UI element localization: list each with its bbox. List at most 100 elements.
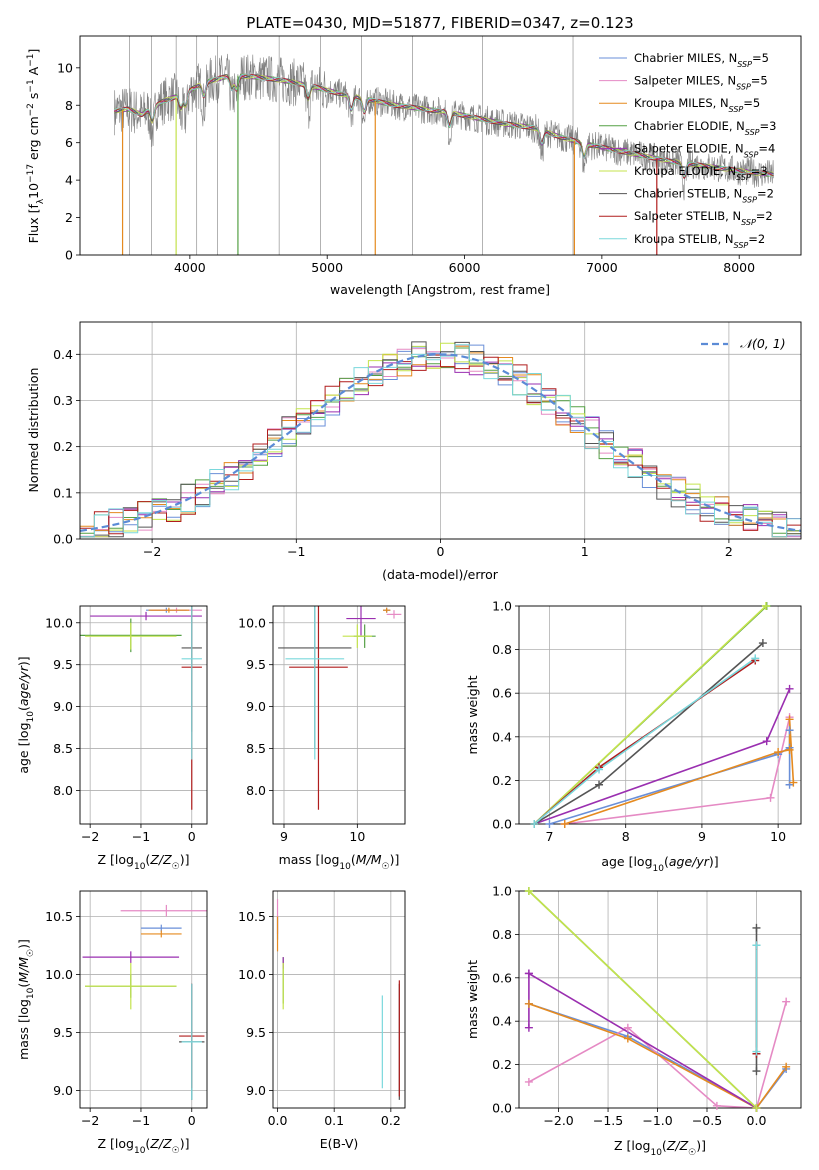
legend-sub: SSP	[745, 127, 760, 136]
legend-text: Kroupa MILES, N	[634, 96, 729, 110]
plot-area	[276, 899, 400, 1100]
x-tick-label: 0	[188, 829, 196, 844]
plot-area	[533, 606, 795, 824]
legend-text: Salpeter STELIB, N	[634, 209, 741, 223]
label-part: age [	[601, 854, 633, 869]
weight-marker	[752, 1067, 761, 1076]
label-part: Z [	[97, 1136, 114, 1151]
legend-text: Salpeter ELODIE, N	[634, 141, 744, 155]
weight-marker	[530, 820, 539, 828]
x-tick-label: 0	[437, 544, 445, 559]
label-part: Z [	[614, 1138, 631, 1153]
y-tick-label: 0.4	[492, 1014, 512, 1029]
weight-marker	[762, 737, 771, 746]
panel-age_vs_Z: −2 −1 08.08.59.09.510.0Z [log10(Z/Z☉)]age …	[16, 605, 208, 872]
y-axis-label: mass weight	[465, 675, 480, 754]
label-part: 10	[339, 862, 351, 872]
legend-text: Chabrier ELODIE, N	[634, 119, 745, 133]
x-tick-label: −1	[132, 829, 150, 844]
weight-line	[528, 891, 758, 1108]
y-tick-label: 8.5	[246, 741, 266, 756]
gaussian-reference-curve	[80, 353, 801, 532]
label-part: mass [	[16, 1018, 31, 1060]
label-part: −1	[26, 79, 36, 92]
label-part: log	[631, 1138, 650, 1153]
label-part: 10	[26, 711, 36, 723]
x-tick-label: 1	[581, 544, 589, 559]
x-tick-label: −2	[143, 544, 161, 559]
y-tick-label: 10.0	[238, 615, 266, 630]
legend-text: Kroupa ELODIE, N	[634, 164, 736, 178]
label-part: A	[26, 66, 41, 79]
axes-frame	[79, 605, 208, 825]
y-tick-label: 9.0	[246, 699, 266, 714]
label-part: 10	[653, 864, 665, 874]
label-part: 10	[26, 183, 41, 199]
x-tick-label: −2	[81, 1113, 99, 1128]
residual-histogram	[80, 354, 801, 538]
label-part: Z/Z	[149, 1136, 172, 1151]
x-axis-label: Z [log10(Z/Z☉)]	[97, 1136, 189, 1156]
plot-area	[114, 36, 774, 255]
x-tick-label: 2	[725, 544, 733, 559]
label-part: )]	[696, 1138, 706, 1153]
plot-area	[80, 341, 801, 538]
y-tick-label: 0.1	[53, 485, 73, 500]
legend-sub: SSP	[741, 218, 756, 227]
y-tick-label: 10.5	[45, 909, 73, 924]
axes-frame	[272, 605, 406, 825]
x-axis-label: E(B-V)	[320, 1136, 359, 1151]
weight-marker	[774, 748, 783, 757]
weight-marker	[751, 654, 760, 663]
x-tick-label: −1.5	[593, 1113, 623, 1128]
label-part: (	[351, 852, 356, 867]
legend-post: =2	[757, 187, 774, 201]
legend-post: =2	[748, 232, 765, 246]
x-tick-label: −2	[81, 829, 99, 844]
legend-post: =5	[743, 96, 760, 110]
label-part: log	[115, 852, 134, 867]
y-tick-label: 0.6	[492, 686, 512, 701]
label-part: (	[145, 852, 150, 867]
label-part: (	[662, 1138, 667, 1153]
label-part: −17	[26, 164, 36, 183]
y-tick-label: 9.0	[246, 1083, 266, 1098]
residual-histogram	[80, 344, 801, 538]
y-tick-label: 10.0	[45, 967, 73, 982]
legend-label: Chabrier ELODIE, NSSP=3	[634, 119, 776, 137]
x-tick-label: 4000	[174, 260, 206, 275]
x-tick-label: 9	[280, 829, 288, 844]
label-part: Z [	[97, 852, 114, 867]
weight-marker	[785, 745, 794, 754]
label-part: Z/Z	[666, 1138, 689, 1153]
weight-line	[533, 659, 756, 824]
x-tick-label: 5000	[311, 260, 343, 275]
y-axis-label: mass weight	[465, 960, 480, 1039]
x-tick-label: 7	[546, 829, 554, 844]
label-part: (	[145, 1136, 150, 1151]
legend-label: Kroupa ELODIE, NSSP=3	[634, 164, 768, 182]
weight-marker	[782, 1062, 791, 1071]
legend-label: Kroupa MILES, NSSP=5	[634, 96, 760, 114]
model-spectrum-line	[114, 73, 774, 178]
label-part: )]	[390, 852, 400, 867]
label-part: )]	[180, 1136, 190, 1151]
axes-frame	[79, 890, 208, 1109]
legend-text: Kroupa STELIB, N	[634, 232, 734, 246]
plot-area	[80, 606, 202, 810]
y-tick-label: 1.0	[492, 599, 512, 614]
label-part: λ	[36, 198, 46, 204]
x-tick-label: −1.0	[642, 1113, 672, 1128]
y-tick-label: 0.2	[492, 773, 512, 788]
x-tick-label: 0	[188, 1113, 196, 1128]
y-tick-label: 0.0	[492, 1101, 512, 1116]
x-tick-label: 0.0	[268, 1113, 288, 1128]
label-part: )]	[16, 939, 31, 949]
y-tick-label: 8.0	[53, 783, 73, 798]
y-tick-label: 6	[65, 135, 73, 150]
y-tick-label: 10.5	[238, 909, 266, 924]
label-part: age/yr	[16, 665, 31, 706]
y-tick-label: 10.0	[238, 967, 266, 982]
